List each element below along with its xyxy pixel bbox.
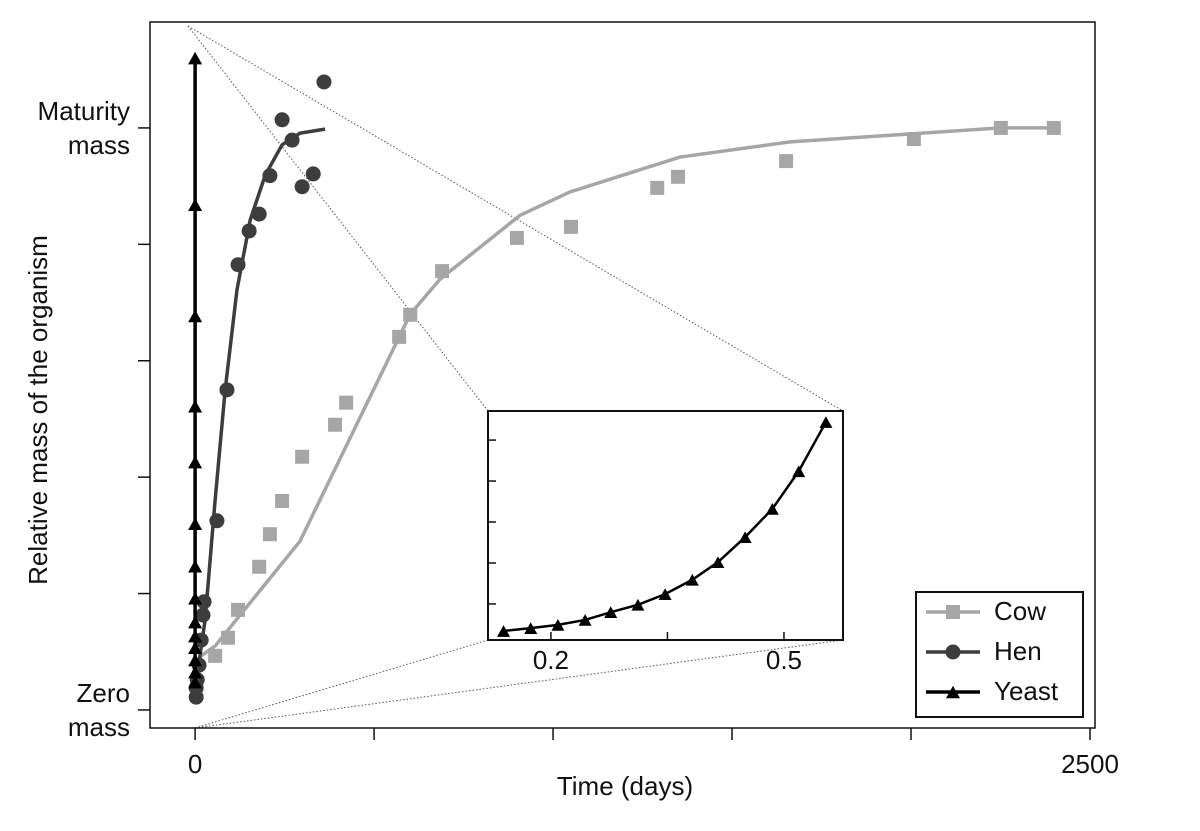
marker-triangle	[631, 598, 645, 611]
marker-circle	[284, 132, 300, 148]
marker-circle	[274, 112, 290, 128]
y-axis-label: Relative mass of the organism	[23, 235, 53, 585]
marker-triangle	[578, 614, 592, 626]
marker-circle	[241, 223, 257, 239]
marker-square	[906, 131, 921, 146]
marker-triangle	[188, 455, 203, 469]
marker-circle	[196, 594, 212, 610]
marker-triangle	[604, 606, 618, 618]
marker-triangle	[188, 665, 203, 679]
x-tick-label: 0.2	[533, 645, 569, 675]
marker-square	[208, 648, 223, 663]
marker-triangle	[738, 531, 752, 544]
marker-circle	[316, 74, 332, 90]
marker-triangle	[188, 517, 203, 531]
marker-triangle	[188, 615, 203, 629]
marker-circle	[251, 206, 267, 222]
x-tick-label: 0.5	[766, 645, 802, 675]
marker-triangle	[188, 309, 203, 323]
marker-triangle	[765, 503, 779, 515]
marker-circle	[945, 644, 961, 660]
marker-circle	[230, 257, 246, 273]
marker-square	[509, 230, 524, 245]
x-tick-label: 0	[188, 749, 202, 779]
marker-triangle	[551, 618, 565, 631]
legend-label: Cow	[994, 596, 1046, 626]
marker-square	[403, 307, 418, 322]
marker-triangle	[188, 591, 203, 605]
marker-square	[339, 395, 354, 410]
legend-label: Yeast	[994, 676, 1059, 706]
marker-square	[670, 169, 685, 184]
marker-square	[252, 559, 267, 574]
legend-box	[915, 591, 1084, 718]
marker-circle	[262, 168, 278, 184]
marker-triangle	[188, 653, 203, 667]
zoom-lines	[187, 25, 844, 729]
marker-triangle	[685, 573, 699, 586]
marker-triangle	[188, 399, 203, 413]
marker-triangle	[188, 675, 203, 689]
x-axis-label: Time (days)	[557, 771, 693, 801]
legend-label: Hen	[994, 636, 1042, 666]
marker-square	[328, 417, 343, 432]
marker-triangle	[711, 556, 725, 569]
marker-triangle	[188, 629, 203, 643]
marker-square	[779, 154, 794, 169]
marker-circle	[195, 607, 211, 623]
marker-square	[221, 630, 236, 645]
marker-square	[392, 329, 407, 344]
marker-circle	[305, 166, 321, 182]
marker-triangle	[524, 622, 538, 634]
marker-triangle	[188, 51, 203, 65]
marker-circle	[219, 382, 235, 398]
y-tick-label: Maturity mass	[37, 95, 130, 160]
plot-frame	[149, 21, 1096, 729]
x-tick-label: 2500	[1061, 749, 1119, 779]
marker-circle	[294, 179, 310, 195]
marker-triangle	[792, 465, 806, 478]
marker-square	[1046, 120, 1061, 135]
marker-square	[435, 264, 450, 279]
marker-triangle	[819, 416, 833, 428]
marker-square	[993, 120, 1008, 135]
marker-triangle	[188, 198, 203, 212]
marker-square	[295, 449, 310, 464]
y-tick-label: Zero mass	[67, 677, 130, 742]
marker-square	[650, 180, 665, 195]
marker-triangle	[946, 685, 960, 699]
marker-triangle	[497, 625, 511, 637]
marker-square	[946, 605, 960, 619]
marker-triangle	[188, 641, 203, 654]
marker-square	[262, 527, 277, 542]
marker-triangle	[658, 588, 672, 600]
fit-line	[197, 126, 1060, 660]
marker-square	[231, 602, 246, 617]
marker-triangle	[188, 559, 203, 573]
plot-frame	[487, 410, 844, 641]
marker-square	[563, 219, 578, 234]
marker-square	[275, 494, 290, 509]
marker-circle	[209, 513, 225, 529]
